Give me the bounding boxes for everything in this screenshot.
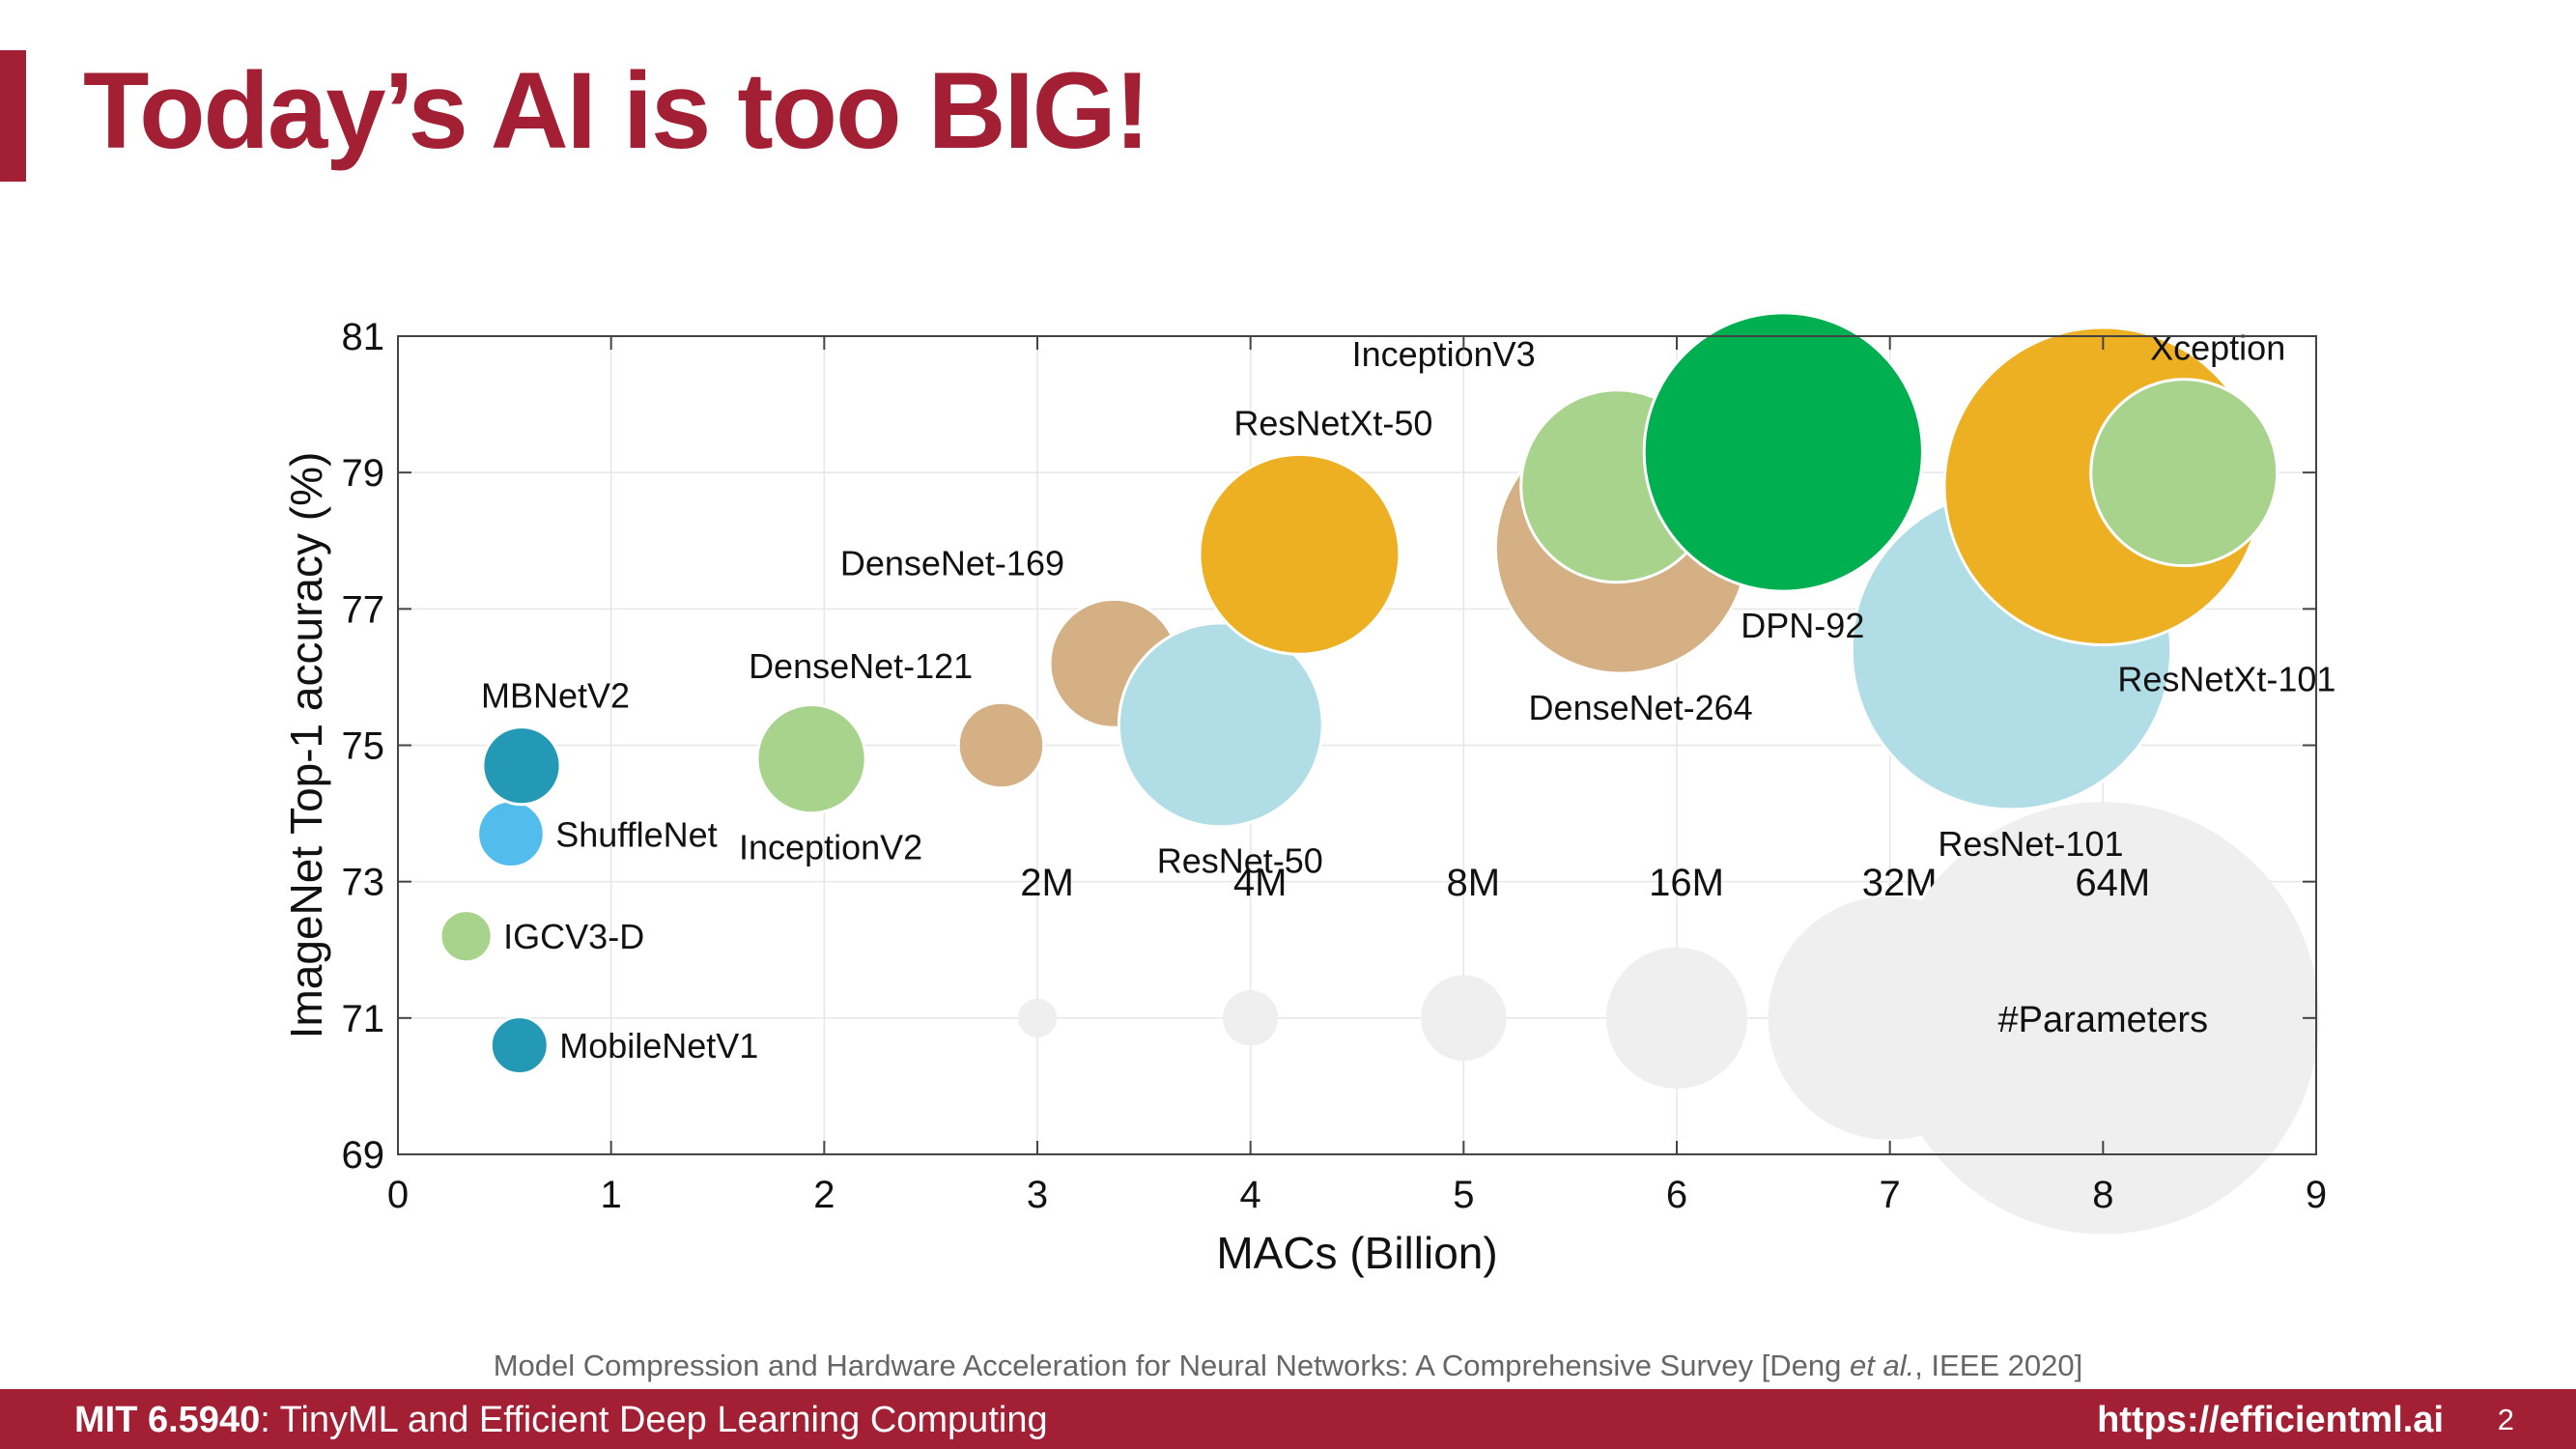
- citation: Model Compression and Hardware Accelerat…: [0, 1349, 2576, 1383]
- bubble-mobilenetv1: [489, 1015, 550, 1076]
- legend-label-4m: 4M: [1233, 862, 1288, 904]
- legend-bubble-64m: [1886, 802, 2320, 1235]
- x-tick-label-5: 5: [1453, 1174, 1474, 1216]
- x-tick-label-9: 9: [2306, 1174, 2327, 1216]
- citation-text: Model Compression and Hardware Accelerat…: [493, 1349, 1850, 1382]
- x-tick-label-4: 4: [1240, 1174, 1261, 1216]
- axes: 0 1 2 3 4 5 6 7 8 9 69 71 73 75 77 79 81 MACs (Billion) Im…: [281, 316, 2327, 1278]
- y-tick-label-75: 75: [342, 725, 385, 768]
- footer-course-code: MIT 6.5940: [74, 1400, 261, 1440]
- data-label-densenet-121: DenseNet-121: [749, 646, 973, 686]
- bubble-mbnetv2: [481, 725, 562, 807]
- bubble-chart: 2M 4M 8M 16M 32M 64M#Parameters IGCV3-DMobile…: [281, 311, 2335, 1278]
- bubble-dpn-92: [1642, 311, 1924, 593]
- legend-bubble-4m: [1223, 990, 1279, 1046]
- x-tick-label-1: 1: [601, 1174, 622, 1216]
- y-axis-title: ImageNet Top-1 accuracy (%): [281, 452, 331, 1039]
- bubble-igcv3-d: [439, 909, 494, 964]
- y-tick-label-69: 69: [342, 1134, 385, 1177]
- data-label-igcv3-d: IGCV3-D: [503, 917, 644, 956]
- size-legend: 2M 4M 8M 16M 32M 64M#Parameters: [1017, 802, 2320, 1235]
- y-tick-label-77: 77: [342, 588, 385, 631]
- footer-course-title: : TinyML and Efficient Deep Learning Com…: [260, 1400, 1048, 1440]
- footer-course: MIT 6.5940: TinyML and Efficient Deep Le…: [74, 1400, 1048, 1441]
- legend-label-8m: 8M: [1447, 862, 1501, 904]
- bubble-shufflenet: [476, 799, 546, 869]
- data-label-mobilenetv1: MobileNetV1: [559, 1026, 758, 1065]
- data-label-inceptionv3: InceptionV3: [1352, 334, 1536, 374]
- data-label-dpn-92: DPN-92: [1741, 606, 1864, 645]
- legend-bubble-8m: [1421, 975, 1507, 1062]
- data-label-shufflenet: ShuffleNet: [555, 814, 717, 854]
- data-label-resnet-101: ResNet-101: [1938, 824, 2123, 864]
- legend-label-64m: 64M: [2075, 862, 2150, 904]
- y-tick-label-73: 73: [342, 862, 385, 904]
- bubble-xception: [2089, 378, 2279, 568]
- x-tick-label-2: 2: [813, 1174, 835, 1216]
- legend-bubble-2m: [1017, 998, 1058, 1037]
- data-label-inceptionv2: InceptionV2: [739, 828, 922, 867]
- y-tick-label-71: 71: [342, 998, 385, 1040]
- legend-label-2m: 2M: [1020, 862, 1074, 904]
- bubble-inceptionv2: [755, 703, 867, 815]
- bubble-resnet-50: [1117, 621, 1324, 829]
- page-number: 2: [2497, 1403, 2514, 1436]
- y-tick-label-81: 81: [342, 316, 385, 358]
- slide-title: Today’s AI is too BIG!: [83, 50, 1150, 171]
- x-tick-label-0: 0: [387, 1174, 409, 1216]
- x-tick-label-3: 3: [1027, 1174, 1048, 1216]
- x-tick-label-8: 8: [2092, 1174, 2113, 1216]
- title-accent-bar: [0, 50, 26, 182]
- footer-url-link[interactable]: https://efficientml.ai: [2097, 1400, 2444, 1440]
- citation-venue: , IEEE 2020]: [1914, 1349, 2083, 1382]
- citation-et-al: et al.: [1849, 1349, 1915, 1382]
- x-axis-title: MACs (Billion): [1216, 1228, 1497, 1278]
- data-label-resnetxt-101: ResNetXt-101: [2117, 660, 2335, 699]
- data-bubbles: [439, 311, 2279, 1076]
- data-label-densenet-264: DenseNet-264: [1529, 688, 1753, 727]
- footer: MIT 6.5940: TinyML and Efficient Deep Le…: [0, 1389, 2576, 1449]
- x-tick-label-7: 7: [1880, 1174, 1901, 1216]
- x-tick-label-6: 6: [1666, 1174, 1687, 1216]
- data-label-mbnetv2: MBNetV2: [481, 676, 630, 716]
- data-labels: IGCV3-D MobileNetV1 ShuffleNet MBNetV2 Incep…: [481, 328, 2335, 1065]
- legend-label-16m: 16M: [1649, 862, 1724, 904]
- data-label-densenet-169: DenseNet-169: [840, 543, 1064, 582]
- legend-bubble-16m: [1605, 947, 1748, 1089]
- data-label-resnet-50: ResNet-50: [1157, 841, 1323, 881]
- bubble-densenet-121: [956, 700, 1046, 790]
- y-tick-label-79: 79: [342, 452, 385, 495]
- data-label-xception: Xception: [2150, 328, 2285, 368]
- bubble-resnetxt-50: [1198, 452, 1401, 656]
- legend-title: #Parameters: [1998, 1000, 2209, 1040]
- data-label-resnetxt-50: ResNetXt-50: [1233, 403, 1432, 442]
